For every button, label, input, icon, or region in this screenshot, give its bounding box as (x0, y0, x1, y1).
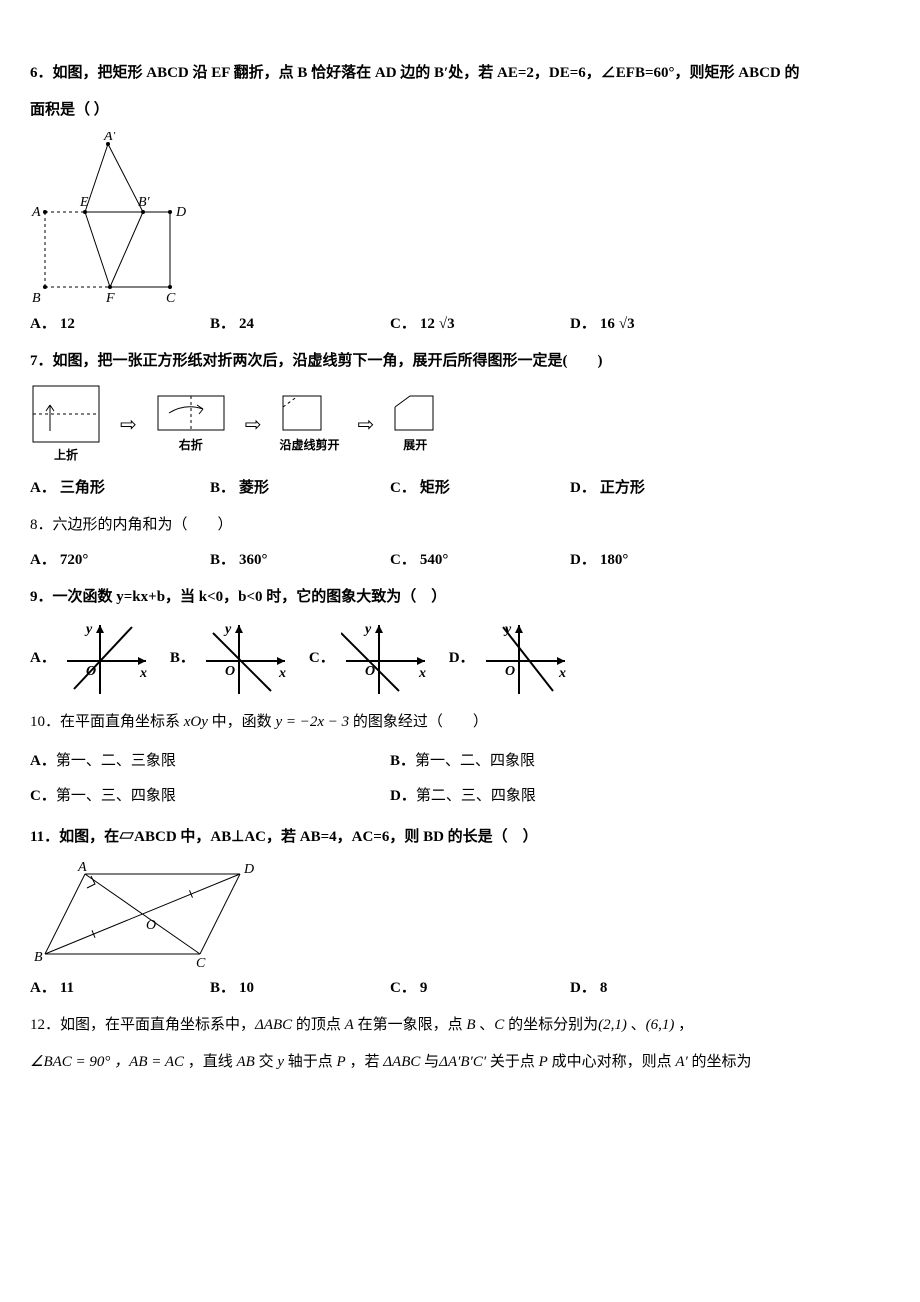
q9-opt-b[interactable]: B．Oxy (170, 619, 291, 699)
q12-line2: ∠BAC = 90° ，AB = AC ，直线 AB 交 y 轴于点 P ，若 … (30, 1049, 890, 1076)
svg-text:A′: A′ (103, 132, 117, 144)
q11-opt-b[interactable]: B．10 (210, 975, 390, 1002)
q6-options: A．12 B．24 C．12√3 D．16√3 (30, 311, 890, 338)
q11-opt-d[interactable]: D．8 (570, 975, 750, 1002)
svg-text:x: x (278, 666, 286, 681)
svg-text:y: y (84, 622, 93, 637)
q6-figure: A B C D E F B′ A′ (30, 132, 200, 307)
q6-stem-1: 6．如图，把矩形 ABCD 沿 EF 翻折，点 B 恰好落在 AD 边的 B′处… (30, 60, 890, 87)
q11-opt-a[interactable]: A．11 (30, 975, 210, 1002)
q11-options: A．11 B．10 C．9 D．8 (30, 975, 890, 1002)
q10-opt-a[interactable]: A．第一、二、三象限 (30, 748, 390, 775)
q9-opt-a[interactable]: A．Oxy (30, 619, 152, 699)
svg-text:x: x (558, 666, 566, 681)
q8-stem: 8．六边形的内角和为（ ） (30, 512, 890, 539)
q8-opt-a[interactable]: A．720° (30, 547, 210, 574)
svg-text:A: A (77, 860, 87, 875)
svg-text:D: D (243, 862, 254, 877)
svg-text:O: O (505, 664, 515, 679)
q7-opt-b[interactable]: B．菱形 (210, 475, 390, 502)
q7-opt-c[interactable]: C．矩形 (390, 475, 570, 502)
svg-text:O: O (146, 918, 156, 933)
q7-stem: 7．如图，把一张正方形纸对折两次后，沿虚线剪下一角，展开后所得图形一定是( ) (30, 348, 890, 375)
q11-opt-c[interactable]: C．9 (390, 975, 570, 1002)
svg-text:D: D (175, 205, 186, 220)
q10-opt-d[interactable]: D．第二、三、四象限 (390, 783, 750, 810)
q8-opt-d[interactable]: D．180° (570, 547, 750, 574)
q9-graphs: A．OxyB．OxyC．OxyD．Oxy (30, 619, 890, 699)
q10-stem: 10．在平面直角坐标系 xOy 中，函数 y = −2x − 3 的图象经过（ … (30, 709, 890, 736)
q9-opt-d[interactable]: D．Oxy (449, 619, 571, 699)
svg-text:E: E (79, 195, 89, 210)
q7-step1 (30, 383, 102, 445)
q9-opt-c[interactable]: C．Oxy (309, 619, 431, 699)
q7-label-cut: 沿虚线剪开 (280, 435, 340, 457)
q6-stem-2: 面积是（ ） (30, 97, 890, 124)
svg-text:C: C (196, 956, 206, 971)
q7-figure-row: 上折 ⇨ 右折 ⇨ 沿虚线剪开 ⇨ 展开 (30, 383, 890, 467)
svg-text:F: F (105, 291, 115, 306)
q7-step2 (155, 393, 227, 435)
q7-label-right: 右折 (155, 435, 227, 457)
q8-options: A．720° B．360° C．540° D．180° (30, 547, 890, 574)
svg-text:B: B (34, 950, 43, 965)
q10-options: A．第一、二、三象限 B．第一、二、四象限 C．第一、三、四象限 D．第二、三、… (30, 744, 890, 814)
q10-opt-c[interactable]: C．第一、三、四象限 (30, 783, 390, 810)
q7-opt-d[interactable]: D．正方形 (570, 475, 750, 502)
svg-text:A: A (31, 205, 41, 220)
q9-stem: 9．一次函数 y=kx+b，当 k<0，b<0 时，它的图象大致为（ ） (30, 584, 890, 611)
q7-step4 (392, 393, 438, 435)
svg-text:y: y (223, 622, 232, 637)
q7-label-open: 展开 (392, 435, 438, 457)
q6-opt-b[interactable]: B．24 (210, 311, 390, 338)
q6-opt-c[interactable]: C．12√3 (390, 311, 570, 338)
svg-text:C: C (166, 291, 176, 306)
q6-opt-d[interactable]: D．16√3 (570, 311, 750, 338)
q7-options: A．三角形 B．菱形 C．矩形 D．正方形 (30, 475, 890, 502)
q11-stem: 11．如图，在▱ABCD 中，AB⊥AC，若 AB=4，AC=6，则 BD 的长… (30, 824, 890, 851)
svg-text:x: x (418, 666, 426, 681)
svg-text:y: y (363, 622, 372, 637)
q6-opt-a[interactable]: A．12 (30, 311, 210, 338)
q12-line1: 12．如图，在平面直角坐标系中，ΔABC 的顶点 A 在第一象限，点 B 、C … (30, 1012, 890, 1039)
q8-opt-b[interactable]: B．360° (210, 547, 390, 574)
q7-label-up: 上折 (30, 445, 102, 467)
svg-text:x: x (139, 666, 147, 681)
q7-opt-a[interactable]: A．三角形 (30, 475, 210, 502)
svg-text:O: O (225, 664, 235, 679)
svg-text:B: B (32, 291, 41, 306)
q8-opt-c[interactable]: C．540° (390, 547, 570, 574)
q11-figure: A B C D O (30, 859, 260, 971)
q10-opt-b[interactable]: B．第一、二、四象限 (390, 748, 750, 775)
svg-text:B′: B′ (138, 195, 151, 210)
q7-step3 (280, 393, 326, 435)
